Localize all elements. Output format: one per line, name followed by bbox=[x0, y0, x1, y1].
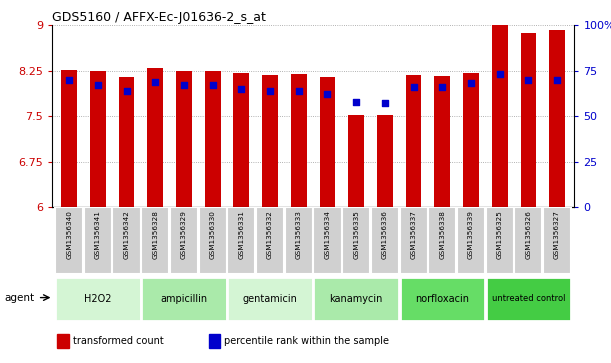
Bar bbox=[486, 207, 514, 274]
Bar bbox=[313, 277, 399, 321]
Bar bbox=[486, 277, 571, 321]
Bar bbox=[313, 207, 342, 274]
Text: GSM1356333: GSM1356333 bbox=[296, 210, 302, 259]
Text: gentamicin: gentamicin bbox=[243, 294, 298, 303]
Bar bbox=[406, 75, 422, 207]
Point bbox=[150, 79, 160, 85]
Bar bbox=[377, 115, 393, 207]
Point bbox=[409, 84, 419, 90]
Bar bbox=[141, 277, 227, 321]
Bar bbox=[199, 207, 227, 274]
Bar bbox=[84, 207, 112, 274]
Bar bbox=[256, 207, 284, 274]
Bar bbox=[57, 334, 68, 348]
Bar bbox=[463, 73, 479, 207]
Bar bbox=[205, 72, 221, 207]
Bar bbox=[176, 72, 192, 207]
Point bbox=[437, 84, 447, 90]
Point bbox=[552, 77, 562, 83]
Point bbox=[466, 81, 476, 86]
Point bbox=[236, 86, 246, 92]
Text: GSM1356327: GSM1356327 bbox=[554, 210, 560, 259]
Bar bbox=[543, 207, 571, 274]
Text: transformed count: transformed count bbox=[73, 336, 164, 346]
Text: GSM1356339: GSM1356339 bbox=[468, 210, 474, 259]
Text: GSM1356332: GSM1356332 bbox=[267, 210, 273, 259]
Bar bbox=[457, 207, 485, 274]
Bar bbox=[320, 77, 335, 207]
Bar bbox=[209, 334, 220, 348]
Bar bbox=[170, 207, 198, 274]
Point bbox=[524, 77, 533, 83]
Text: untreated control: untreated control bbox=[492, 294, 565, 303]
Bar bbox=[233, 73, 249, 207]
Bar bbox=[227, 207, 255, 274]
Text: GSM1356334: GSM1356334 bbox=[324, 210, 331, 259]
Text: GSM1356337: GSM1356337 bbox=[411, 210, 417, 259]
Bar bbox=[434, 76, 450, 207]
Bar bbox=[492, 25, 508, 207]
Point bbox=[495, 72, 505, 77]
Bar bbox=[112, 207, 141, 274]
Text: GSM1356328: GSM1356328 bbox=[152, 210, 158, 259]
Point bbox=[380, 101, 390, 106]
Text: GSM1356331: GSM1356331 bbox=[238, 210, 244, 259]
Text: norfloxacin: norfloxacin bbox=[415, 294, 469, 303]
Bar bbox=[348, 115, 364, 207]
Text: kanamycin: kanamycin bbox=[329, 294, 383, 303]
Point bbox=[179, 82, 189, 88]
Bar bbox=[119, 77, 134, 207]
Bar bbox=[428, 207, 456, 274]
Bar bbox=[291, 74, 307, 207]
Point bbox=[351, 99, 361, 105]
Text: ampicillin: ampicillin bbox=[161, 294, 208, 303]
Point bbox=[265, 88, 275, 94]
Point bbox=[294, 88, 304, 94]
Bar bbox=[55, 277, 141, 321]
Bar bbox=[400, 207, 428, 274]
Point bbox=[93, 82, 103, 88]
Point bbox=[208, 82, 218, 88]
Text: GSM1356326: GSM1356326 bbox=[525, 210, 532, 259]
Text: GDS5160 / AFFX-Ec-J01636-2_s_at: GDS5160 / AFFX-Ec-J01636-2_s_at bbox=[52, 11, 266, 24]
Bar bbox=[514, 207, 543, 274]
Text: GSM1356330: GSM1356330 bbox=[210, 210, 216, 259]
Text: GSM1356336: GSM1356336 bbox=[382, 210, 388, 259]
Text: agent: agent bbox=[5, 293, 35, 303]
Bar bbox=[141, 207, 169, 274]
Bar bbox=[285, 207, 313, 274]
Bar bbox=[227, 277, 313, 321]
Bar bbox=[521, 33, 536, 207]
Bar bbox=[90, 72, 106, 207]
Bar bbox=[147, 68, 163, 207]
Bar bbox=[262, 75, 278, 207]
Text: GSM1356341: GSM1356341 bbox=[95, 210, 101, 259]
Text: GSM1356335: GSM1356335 bbox=[353, 210, 359, 259]
Text: GSM1356342: GSM1356342 bbox=[123, 210, 130, 259]
Bar bbox=[400, 277, 485, 321]
Point bbox=[323, 91, 332, 97]
Bar bbox=[61, 70, 77, 207]
Bar bbox=[549, 30, 565, 207]
Point bbox=[64, 77, 74, 83]
Text: percentile rank within the sample: percentile rank within the sample bbox=[224, 336, 389, 346]
Point bbox=[122, 88, 131, 94]
Text: H2O2: H2O2 bbox=[84, 294, 112, 303]
Bar bbox=[55, 207, 83, 274]
Bar bbox=[342, 207, 370, 274]
Text: GSM1356338: GSM1356338 bbox=[439, 210, 445, 259]
Text: GSM1356325: GSM1356325 bbox=[497, 210, 503, 259]
Text: GSM1356340: GSM1356340 bbox=[66, 210, 72, 259]
Text: GSM1356329: GSM1356329 bbox=[181, 210, 187, 259]
Bar bbox=[371, 207, 399, 274]
